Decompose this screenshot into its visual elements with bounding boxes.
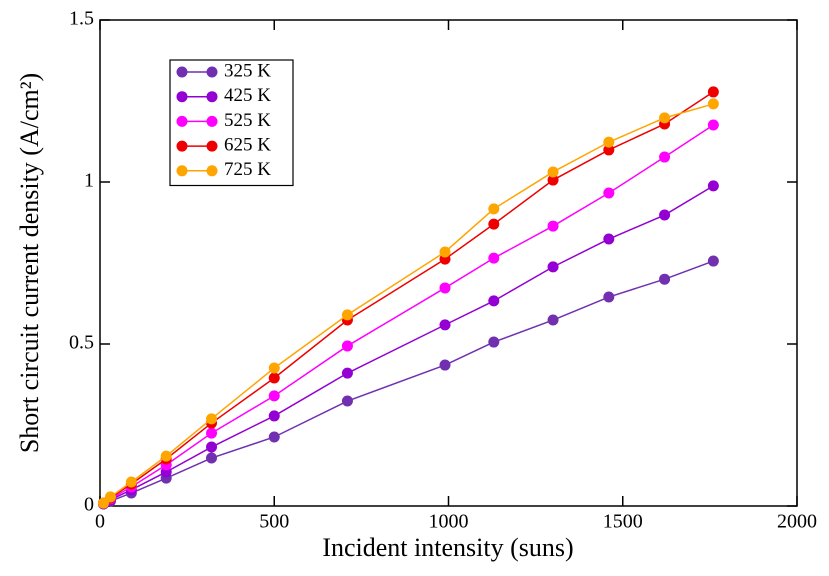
- x-tick-label: 500: [259, 511, 289, 533]
- data-point: [439, 282, 451, 294]
- data-point: [439, 359, 451, 371]
- data-point: [104, 491, 116, 503]
- data-point: [488, 336, 500, 348]
- data-point: [268, 410, 280, 422]
- data-point: [547, 220, 559, 232]
- legend-marker: [206, 115, 218, 127]
- data-point: [439, 319, 451, 331]
- legend-marker: [176, 115, 188, 127]
- data-point: [707, 98, 719, 110]
- data-point: [659, 151, 671, 163]
- legend-marker: [176, 91, 188, 103]
- data-point: [341, 309, 353, 321]
- data-point: [659, 112, 671, 124]
- legend-marker: [206, 91, 218, 103]
- data-point: [268, 390, 280, 402]
- x-axis-title: Incident intensity (suns): [322, 533, 573, 562]
- data-point: [488, 295, 500, 307]
- y-tick-label: 0.5: [69, 332, 94, 354]
- data-point: [488, 203, 500, 215]
- legend-marker: [206, 140, 218, 152]
- legend-label: 325 K: [224, 60, 271, 81]
- data-point: [206, 441, 218, 453]
- series-line: [103, 260, 714, 505]
- data-point: [125, 476, 137, 488]
- data-point: [603, 233, 615, 245]
- data-point: [659, 273, 671, 285]
- y-axis-title: Short circuit current density (A/cm²): [15, 73, 44, 453]
- legend-marker: [176, 140, 188, 152]
- legend-label: 625 K: [224, 134, 271, 155]
- data-point: [603, 144, 615, 156]
- y-tick-label: 0: [84, 494, 94, 516]
- data-point: [547, 261, 559, 273]
- data-point: [206, 413, 218, 425]
- legend-label: 425 K: [224, 85, 271, 106]
- data-point: [707, 180, 719, 192]
- data-point: [341, 367, 353, 379]
- data-point: [659, 209, 671, 221]
- y-tick-label: 1.5: [69, 8, 94, 30]
- legend-marker: [206, 66, 218, 78]
- data-point: [603, 187, 615, 199]
- x-tick-label: 1500: [603, 511, 643, 533]
- data-point: [488, 218, 500, 230]
- y-tick-label: 1: [84, 170, 94, 192]
- data-point: [341, 340, 353, 352]
- data-point: [547, 314, 559, 326]
- data-point: [707, 86, 719, 98]
- data-point: [341, 395, 353, 407]
- series-line: [103, 185, 714, 505]
- data-point: [268, 431, 280, 443]
- data-point: [268, 372, 280, 384]
- legend-marker: [206, 165, 218, 177]
- data-point: [707, 119, 719, 131]
- data-point: [547, 166, 559, 178]
- x-tick-label: 1000: [429, 511, 469, 533]
- data-point: [547, 174, 559, 186]
- x-tick-label: 2000: [777, 511, 817, 533]
- x-tick-label: 0: [95, 511, 105, 533]
- legend-marker: [176, 66, 188, 78]
- data-point: [160, 450, 172, 462]
- data-point: [268, 362, 280, 374]
- data-point: [206, 452, 218, 464]
- data-point: [707, 255, 719, 267]
- data-point: [488, 252, 500, 264]
- data-point: [439, 246, 451, 258]
- legend-label: 525 K: [224, 110, 271, 131]
- data-point: [603, 291, 615, 303]
- legend-box: [169, 59, 294, 187]
- data-point: [603, 136, 615, 148]
- legend-label: 725 K: [224, 159, 271, 180]
- data-point: [206, 427, 218, 439]
- legend-marker: [176, 165, 188, 177]
